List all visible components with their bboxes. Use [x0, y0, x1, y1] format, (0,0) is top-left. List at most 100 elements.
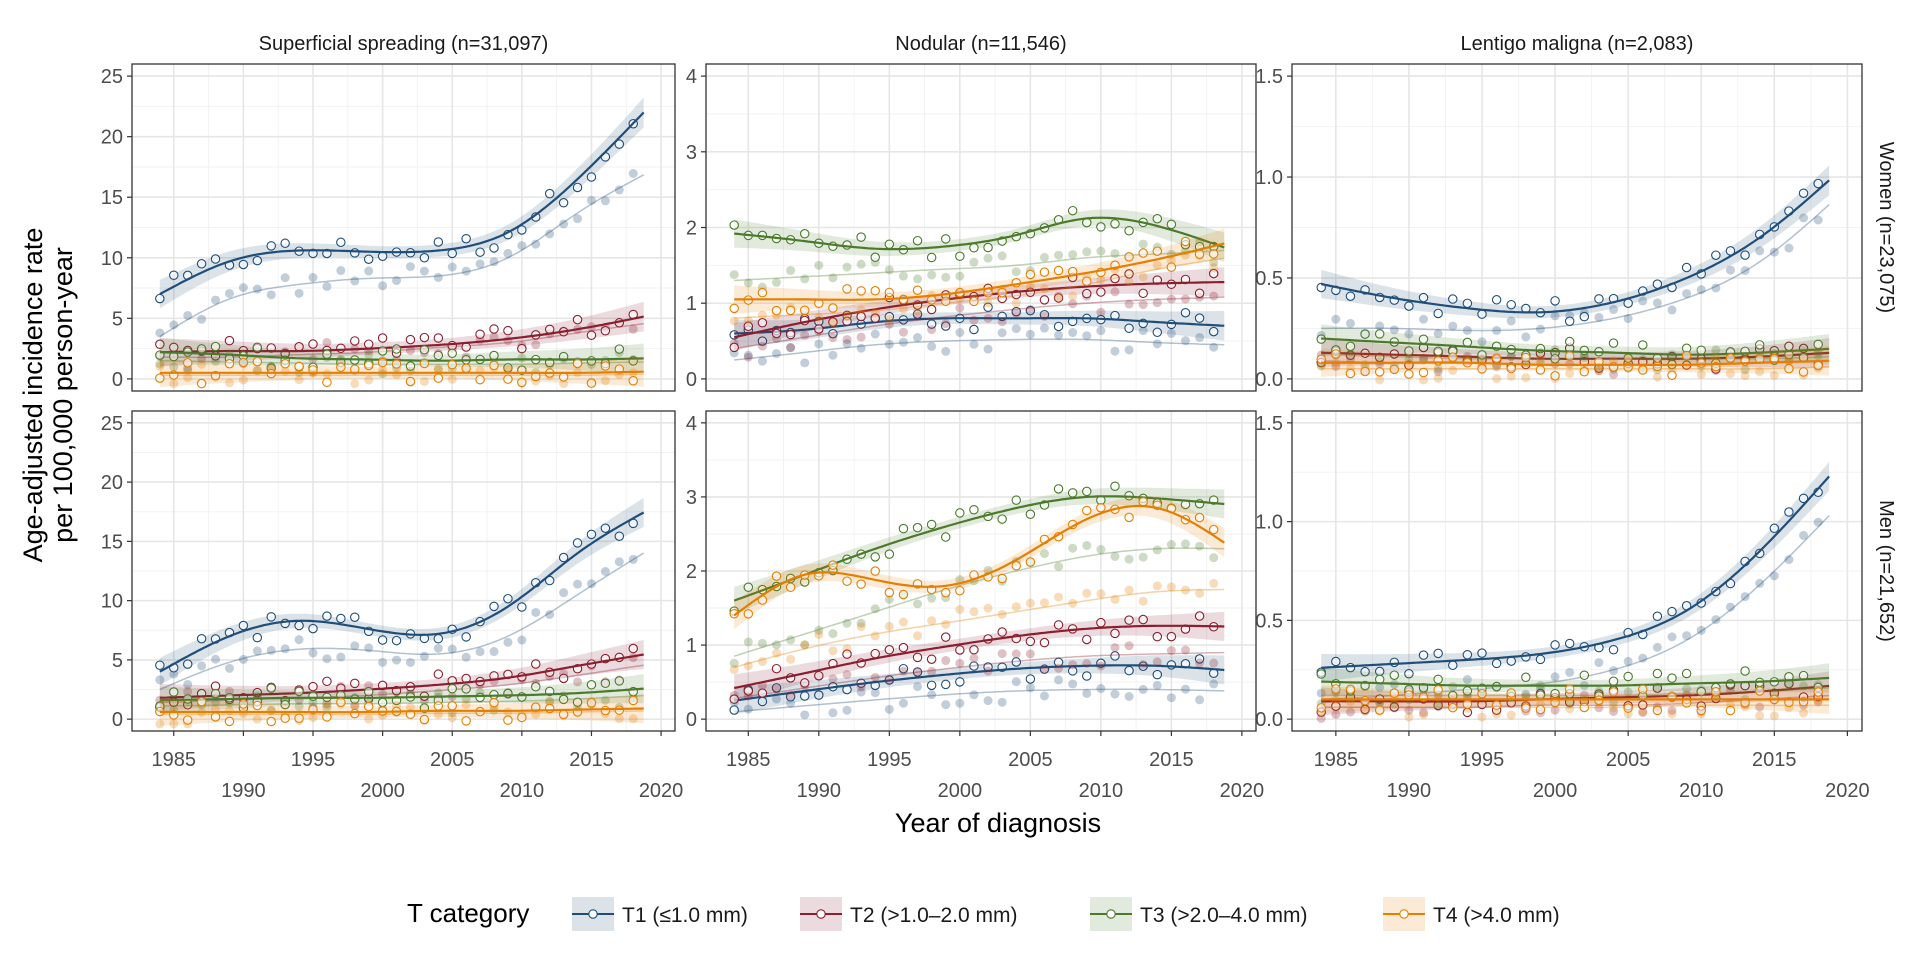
point-invasive-T2: [155, 339, 165, 350]
point-insitu-T1: [1152, 339, 1162, 349]
point-invasive-T1: [1740, 250, 1750, 260]
point-insitu-T3: [772, 277, 782, 287]
point-insitu-T3: [1623, 687, 1633, 697]
panel-1-0: 0 5 10 15 20 25 1985 1995 2005 2015 1990 2000 2010 20…: [101, 410, 683, 802]
point-invasive-T1: [1389, 657, 1400, 668]
point-invasive-T3: [419, 345, 430, 355]
point-invasive-T1: [489, 243, 499, 253]
point-invasive-T2: [1138, 614, 1148, 625]
point-invasive-T3: [1096, 222, 1106, 232]
point-invasive-T2: [884, 645, 895, 655]
point-insitu-T1: [1799, 213, 1809, 223]
point-insitu-T3: [772, 640, 782, 650]
point-insitu-T3: [983, 253, 993, 263]
point-invasive-T1: [898, 663, 909, 674]
legend-key-point: [1399, 909, 1409, 919]
point-invasive-T3: [743, 582, 754, 593]
panel-border: [1291, 63, 1863, 392]
point-insitu-T1: [447, 644, 457, 654]
point-invasive-T1: [544, 188, 555, 199]
point-insitu-T4: [913, 631, 923, 641]
point-insitu-T2: [757, 341, 767, 351]
point-insitu-T2: [1331, 709, 1341, 719]
point-invasive-T1: [350, 612, 360, 622]
point-insitu-T3: [814, 260, 824, 270]
point-insitu-T2: [800, 330, 810, 340]
point-invasive-T2: [1124, 269, 1134, 279]
y-tick-label: 15: [101, 187, 123, 209]
point-invasive-T4: [447, 359, 457, 370]
column-strip-title: Nodular (n=11,546): [895, 33, 1066, 55]
trend-line-insitu-T1: [734, 338, 1225, 361]
point-invasive-T1: [210, 254, 221, 264]
point-invasive-T4: [280, 359, 290, 369]
point-invasive-T1: [558, 198, 569, 208]
point-insitu-T1: [224, 663, 234, 673]
point-insitu-T3: [913, 274, 923, 284]
trend-line-invasive-T1: [1320, 179, 1830, 314]
point-insitu-T1: [1813, 517, 1823, 527]
point-invasive-T1: [1711, 250, 1721, 260]
point-insitu-T2: [1039, 311, 1049, 321]
point-invasive-T4: [600, 361, 611, 371]
point-insitu-T3: [1011, 267, 1021, 277]
point-invasive-T1: [1550, 296, 1560, 306]
trend-line-invasive-T4: [159, 707, 644, 714]
point-insitu-T4: [1025, 282, 1035, 292]
point-insitu-T3: [169, 362, 179, 372]
confidence-band-T1: [159, 97, 644, 309]
point-invasive-T3: [1608, 676, 1619, 686]
point-invasive-T3: [799, 229, 810, 239]
point-insitu-T1: [1195, 695, 1205, 705]
point-invasive-T4: [1448, 702, 1458, 713]
point-insitu-T1: [1068, 679, 1078, 689]
point-insitu-T4: [1769, 371, 1779, 381]
y-tick-label: 25: [101, 66, 123, 88]
point-invasive-T1: [1124, 323, 1134, 334]
trend-line-invasive-T4: [1321, 359, 1830, 366]
point-invasive-T1: [1798, 188, 1809, 198]
point-insitu-T1: [757, 356, 767, 366]
point-insitu-T3: [1082, 541, 1092, 551]
point-insitu-T1: [870, 329, 880, 339]
point-insitu-T1: [322, 281, 332, 291]
trend-line-insitu-T3: [733, 547, 1225, 657]
point-invasive-T4: [461, 363, 471, 374]
point-invasive-T1: [1166, 660, 1177, 670]
point-invasive-T4: [224, 716, 235, 727]
point-insitu-T1: [252, 284, 262, 294]
x-tick-label: 1995: [291, 749, 336, 771]
point-insitu-T4: [828, 646, 838, 656]
point-invasive-T3: [898, 523, 909, 534]
point-insitu-T3: [1096, 246, 1106, 256]
point-invasive-T4: [1623, 703, 1633, 713]
x-tick-label: 2020: [1825, 780, 1870, 802]
point-invasive-T3: [1067, 488, 1078, 498]
point-invasive-T2: [799, 678, 810, 688]
point-insitu-T2: [378, 689, 388, 699]
point-invasive-T3: [169, 687, 179, 697]
point-insitu-T4: [1039, 284, 1049, 294]
point-invasive-T4: [1360, 366, 1370, 377]
point-invasive-T3: [196, 344, 207, 354]
point-invasive-T1: [1404, 668, 1414, 679]
point-insitu-T3: [1138, 239, 1148, 249]
point-insitu-T1: [997, 328, 1007, 338]
point-invasive-T4: [475, 374, 485, 385]
point-invasive-T4: [1331, 684, 1341, 694]
y-tick-label: 1: [686, 635, 697, 657]
point-insitu-T1: [1209, 342, 1219, 352]
point-insitu-T4: [927, 616, 937, 626]
point-invasive-T1: [1448, 660, 1458, 671]
point-invasive-T2: [1096, 617, 1106, 628]
point-invasive-T1: [350, 248, 360, 258]
point-insitu-T1: [1068, 328, 1078, 338]
point-invasive-T4: [433, 373, 444, 383]
point-invasive-T4: [294, 713, 304, 723]
point-insitu-T2: [628, 324, 638, 334]
point-invasive-T3: [308, 691, 318, 702]
point-insitu-T1: [461, 652, 471, 662]
point-invasive-T3: [1652, 668, 1663, 679]
y-tick-label: 20: [101, 472, 123, 494]
point-invasive-T4: [517, 712, 527, 723]
